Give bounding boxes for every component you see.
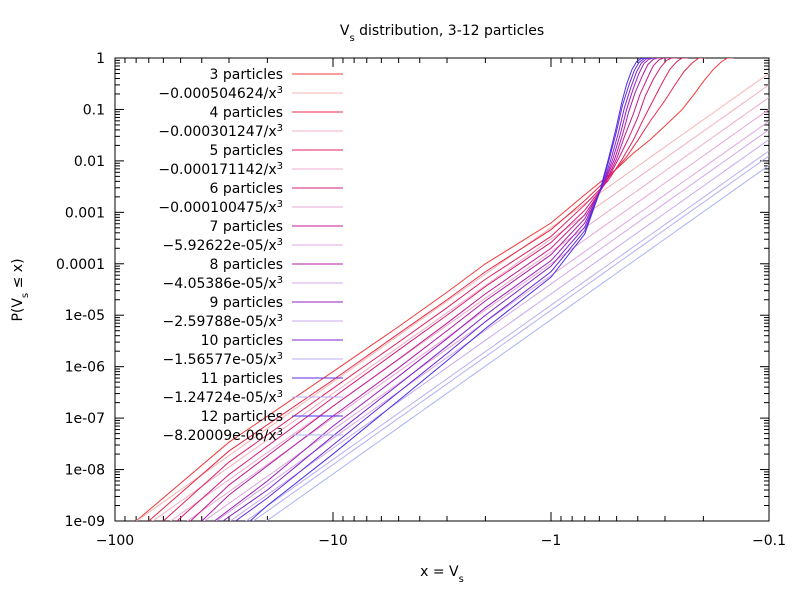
fit-line-19 — [265, 164, 769, 521]
x-tick-label: −1 — [541, 533, 562, 549]
legend-label: −4.05386e-05/x3 — [163, 275, 283, 293]
data-line-12 — [214, 58, 660, 521]
x-tick-label: −10 — [318, 533, 348, 549]
x-axis-ticks: −100 −10 −1 −0.1 — [96, 58, 786, 549]
y-tick-label: 1e-05 — [65, 308, 105, 324]
legend-label: 3 particles — [210, 67, 283, 83]
y-axis-ticks: 1 0.1 0.01 0.001 0.0001 1e-05 1e-06 1e-07 1e-08 1… — [56, 51, 769, 530]
y-tick-label: 0.1 — [83, 102, 105, 118]
legend-label: −8.20009e-06/x3 — [163, 427, 283, 445]
y-tick-label: 1e-09 — [65, 514, 105, 530]
fit-line-1 — [135, 72, 769, 521]
y-tick-label: 0.01 — [74, 154, 105, 170]
legend-label: 5 particles — [210, 143, 283, 159]
data-line-10 — [201, 58, 664, 521]
series-layer — [135, 58, 769, 521]
legend-label: −2.59788e-05/x3 — [163, 313, 283, 331]
x-tick-label: −100 — [96, 533, 134, 549]
plot-area-frame — [114, 57, 770, 522]
legend-label: 6 particles — [210, 181, 283, 197]
legend-label: 11 particles — [201, 371, 283, 387]
data-line-18 — [249, 58, 652, 521]
legend-label: −1.24724e-05/x3 — [163, 389, 283, 407]
fit-line-11 — [215, 129, 769, 521]
legend: 3 particles −0.000504624/x3 4 particles −0.… — [158, 67, 343, 444]
fit-line-5 — [169, 97, 769, 521]
legend-label: −0.000301247/x3 — [158, 123, 283, 141]
legend-label: −0.000171142/x3 — [158, 161, 283, 179]
data-line-8 — [190, 58, 670, 521]
fit-line-7 — [186, 108, 769, 521]
x-axis-label: x = Vs — [420, 564, 464, 585]
fit-line-13 — [229, 139, 769, 521]
x-tick-label: −0.1 — [752, 533, 786, 549]
legend-label: 8 particles — [210, 257, 283, 273]
fit-line-17 — [252, 155, 769, 521]
legend-label: −5.92622e-05/x3 — [163, 237, 283, 255]
y-axis-label: P(Vs ≤ x) — [10, 258, 31, 321]
legend-label: −1.56577e-05/x3 — [163, 351, 283, 369]
legend-label: 10 particles — [201, 333, 283, 349]
y-tick-label: 0.0001 — [56, 257, 105, 273]
y-tick-label: 1e-08 — [65, 463, 105, 479]
legend-label: −0.000100475/x3 — [158, 199, 283, 217]
y-tick-label: 1e-07 — [65, 411, 105, 427]
data-line-6 — [176, 58, 678, 521]
y-tick-label: 1e-06 — [65, 360, 105, 376]
fit-line-3 — [152, 84, 769, 521]
legend-label: −0.000504624/x3 — [158, 85, 283, 103]
legend-label: 12 particles — [201, 409, 283, 425]
y-tick-label: 0.001 — [65, 205, 105, 221]
data-line-0 — [135, 58, 734, 521]
data-line-16 — [235, 58, 654, 521]
legend-label: 7 particles — [210, 219, 283, 235]
chart-title: Vs distribution, 3-12 particles — [340, 23, 544, 44]
data-line-4 — [163, 58, 689, 521]
legend-label: 4 particles — [210, 105, 283, 121]
legend-label: 9 particles — [210, 295, 283, 311]
fit-line-15 — [245, 150, 769, 521]
data-line-14 — [222, 58, 657, 521]
y-tick-label: 1 — [96, 51, 105, 67]
fit-line-9 — [203, 120, 769, 521]
